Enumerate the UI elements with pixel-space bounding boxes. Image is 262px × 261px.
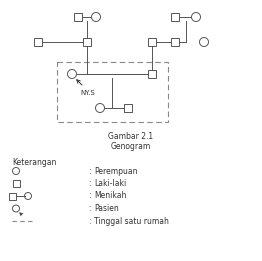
Text: :: : — [88, 217, 90, 226]
Text: Laki-laki: Laki-laki — [94, 179, 126, 188]
Circle shape — [68, 69, 77, 79]
Text: Keterangan: Keterangan — [12, 158, 56, 167]
Text: NY.S: NY.S — [80, 90, 95, 96]
Text: Pasien: Pasien — [94, 204, 119, 213]
Bar — [171, 13, 179, 21]
Bar — [148, 38, 156, 46]
Text: Menikah: Menikah — [94, 192, 126, 200]
Circle shape — [25, 193, 31, 199]
Circle shape — [199, 38, 209, 46]
Circle shape — [96, 104, 105, 112]
Circle shape — [13, 168, 19, 175]
Circle shape — [13, 205, 19, 212]
Bar — [83, 38, 91, 46]
Bar — [8, 193, 15, 199]
Text: :: : — [88, 167, 90, 175]
Bar — [34, 38, 42, 46]
Bar — [124, 104, 132, 112]
Text: Gambar 2.1
Genogram: Gambar 2.1 Genogram — [108, 132, 154, 151]
Bar — [13, 180, 19, 187]
Text: Perempuan: Perempuan — [94, 167, 138, 175]
Circle shape — [91, 13, 101, 21]
Bar — [74, 13, 82, 21]
Text: :: : — [88, 204, 90, 213]
Text: :: : — [88, 192, 90, 200]
Circle shape — [192, 13, 200, 21]
Bar — [57, 62, 168, 122]
Text: :: : — [88, 179, 90, 188]
Bar — [148, 70, 156, 78]
Bar — [171, 38, 179, 46]
Text: Tinggal satu rumah: Tinggal satu rumah — [94, 217, 169, 226]
